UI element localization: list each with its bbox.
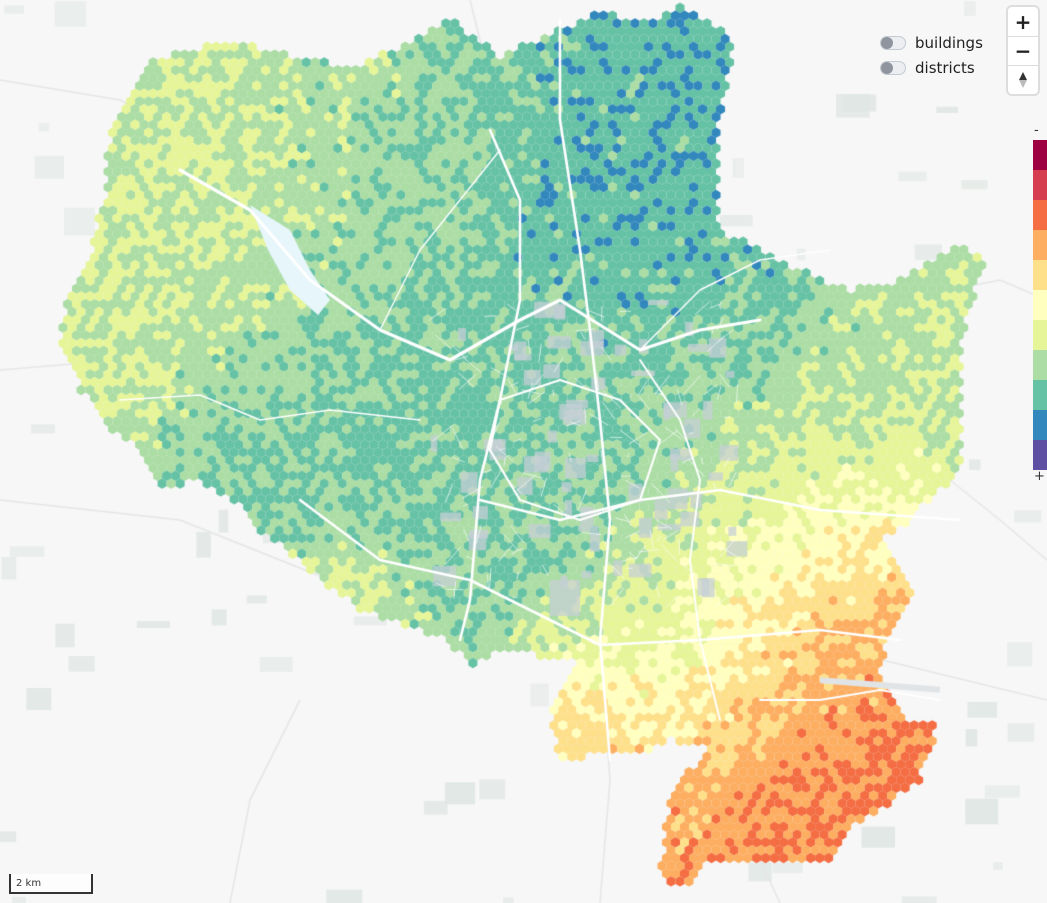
zoom-out-button[interactable]: − (1008, 36, 1038, 65)
compass-south-icon (1019, 80, 1027, 88)
compass-north-icon (1019, 72, 1027, 80)
legend-max-label: + (1034, 469, 1045, 484)
legend-swatch (1033, 440, 1047, 470)
buildings-switch[interactable] (880, 35, 906, 50)
legend-swatch (1033, 290, 1047, 320)
switch-knob (881, 61, 893, 74)
legend-swatch (1033, 380, 1047, 410)
zoom-in-button[interactable]: + (1014, 9, 1032, 34)
legend-swatch (1033, 350, 1047, 380)
zoom-control: + − (1008, 7, 1038, 94)
switch-knob (881, 36, 893, 49)
legend-swatch (1033, 410, 1047, 440)
legend-swatch (1033, 200, 1047, 230)
districts-toggle-label: districts (915, 58, 975, 77)
legend-swatch (1033, 170, 1047, 200)
legend-swatch (1033, 140, 1047, 170)
legend-swatch (1033, 230, 1047, 260)
color-legend: - + (1033, 124, 1047, 486)
districts-toggle[interactable]: districts (880, 55, 983, 80)
scale-bar: 2 km (9, 874, 93, 894)
legend-swatch (1033, 260, 1047, 290)
compass-reset-button[interactable] (1008, 65, 1038, 94)
legend-swatch (1033, 320, 1047, 350)
legend-color-bar (1033, 140, 1047, 470)
layer-toggles: buildings districts (880, 30, 983, 80)
districts-switch[interactable] (880, 60, 906, 75)
buildings-toggle[interactable]: buildings (880, 30, 983, 55)
buildings-toggle-label: buildings (915, 33, 983, 52)
legend-min-label: - (1034, 123, 1039, 138)
